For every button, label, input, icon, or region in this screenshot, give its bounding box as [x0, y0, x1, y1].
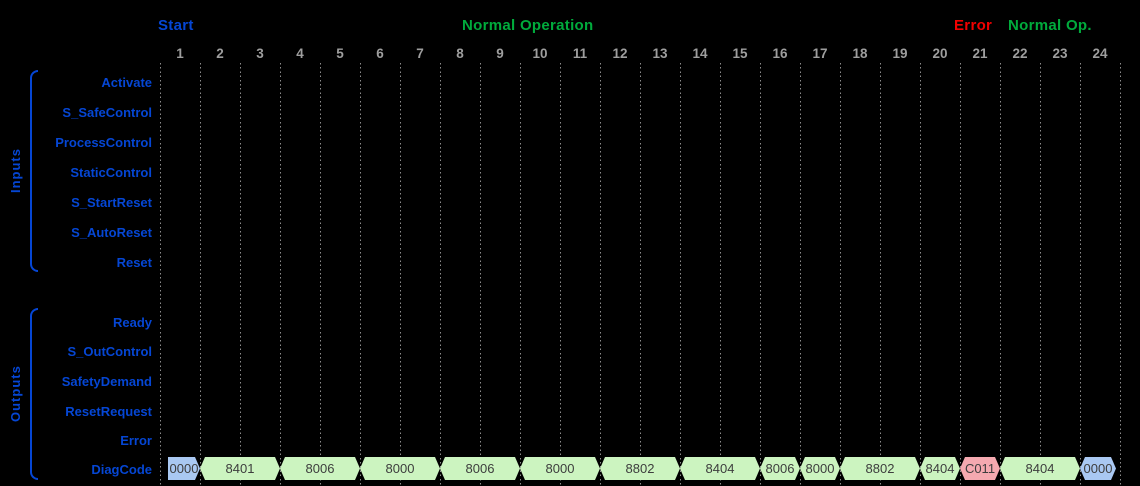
gridline [1120, 63, 1121, 486]
phase-label: Error [954, 17, 993, 34]
diagcode-segment: 8404 [1000, 457, 1080, 480]
tick-label: 16 [772, 46, 788, 61]
gridline [960, 63, 961, 486]
gridline [720, 63, 721, 486]
gridline [1040, 63, 1041, 486]
tick-label: 6 [376, 46, 384, 61]
diagcode-segment: 8006 [280, 457, 360, 480]
group-bracket [30, 70, 38, 272]
tick-label: 3 [256, 46, 264, 61]
diagcode-segment: 8000 [800, 457, 840, 480]
gridline [880, 63, 881, 486]
tick-label: 2 [216, 46, 224, 61]
gridline [520, 63, 521, 486]
diagcode-segment: 8802 [840, 457, 920, 480]
signal-label: SafetyDemand [61, 374, 152, 389]
tick-label: 11 [572, 46, 588, 61]
phase-label: Normal Op. [1008, 17, 1092, 34]
gridline [560, 63, 561, 486]
tick-label: 15 [732, 46, 748, 61]
gridline [760, 63, 761, 486]
signal-label: S_StartReset [71, 195, 152, 210]
gridline [1000, 63, 1001, 486]
signal-label: ProcessControl [55, 135, 152, 150]
signal-label: StaticControl [70, 165, 152, 180]
tick-label: 20 [932, 46, 948, 61]
diagcode-segment: 0000 [168, 457, 200, 480]
gridline [400, 63, 401, 486]
tick-label: 8 [456, 46, 464, 61]
tick-label: 12 [612, 46, 628, 61]
diagcode-segment: 8000 [360, 457, 440, 480]
gridline [680, 63, 681, 486]
signal-label: S_SafeControl [62, 105, 152, 120]
diagcode-segment: 8006 [760, 457, 800, 480]
signal-label: Error [120, 433, 152, 448]
gridline [480, 63, 481, 486]
tick-label: 23 [1052, 46, 1068, 61]
tick-label: 4 [296, 46, 304, 61]
tick-label: 24 [1092, 46, 1108, 61]
gridline [800, 63, 801, 486]
group-name: Outputs [8, 365, 23, 423]
gridline [840, 63, 841, 486]
signal-label: S_OutControl [67, 344, 153, 359]
signal-label: Activate [101, 75, 152, 90]
diagcode-segment: C011 [960, 457, 1000, 480]
tick-label: 22 [1012, 46, 1028, 61]
phase-label: Normal Operation [462, 17, 594, 34]
gridline [280, 63, 281, 486]
gridline [440, 63, 441, 486]
diagcode-segment: 8404 [680, 457, 760, 480]
gridline [200, 63, 201, 486]
diagcode-segment: 8802 [600, 457, 680, 480]
tick-label: 10 [532, 46, 548, 61]
gridline [600, 63, 601, 486]
diagcode-segment: 8006 [440, 457, 520, 480]
signal-label: ResetRequest [65, 404, 152, 419]
tick-label: 7 [416, 46, 424, 61]
diagcode-segment: 8000 [520, 457, 600, 480]
tick-label: 14 [692, 46, 708, 61]
diagcode-segment: 8401 [200, 457, 280, 480]
signal-label: Ready [112, 315, 152, 330]
tick-label: 9 [496, 46, 504, 61]
tick-label: 21 [972, 46, 988, 61]
gridline [360, 63, 361, 486]
tick-label: 18 [852, 46, 868, 61]
tick-label: 13 [652, 46, 668, 61]
gridline [640, 63, 641, 486]
tick-label: 17 [812, 46, 828, 61]
group-bracket [30, 308, 38, 480]
phase-label: Start [158, 17, 194, 34]
signal-label: Reset [116, 255, 152, 270]
gridline [1080, 63, 1081, 486]
gridline [920, 63, 921, 486]
signal-label: DiagCode [91, 462, 152, 477]
tick-label: 19 [892, 46, 908, 61]
gridline [160, 63, 161, 486]
tick-label: 1 [176, 46, 184, 61]
diagcode-segment: 0000 [1080, 457, 1116, 480]
gridline [320, 63, 321, 486]
diagcode-segment: 8404 [920, 457, 960, 480]
tick-label: 5 [336, 46, 344, 61]
gridline [240, 63, 241, 486]
signal-label: S_AutoReset [71, 225, 152, 240]
